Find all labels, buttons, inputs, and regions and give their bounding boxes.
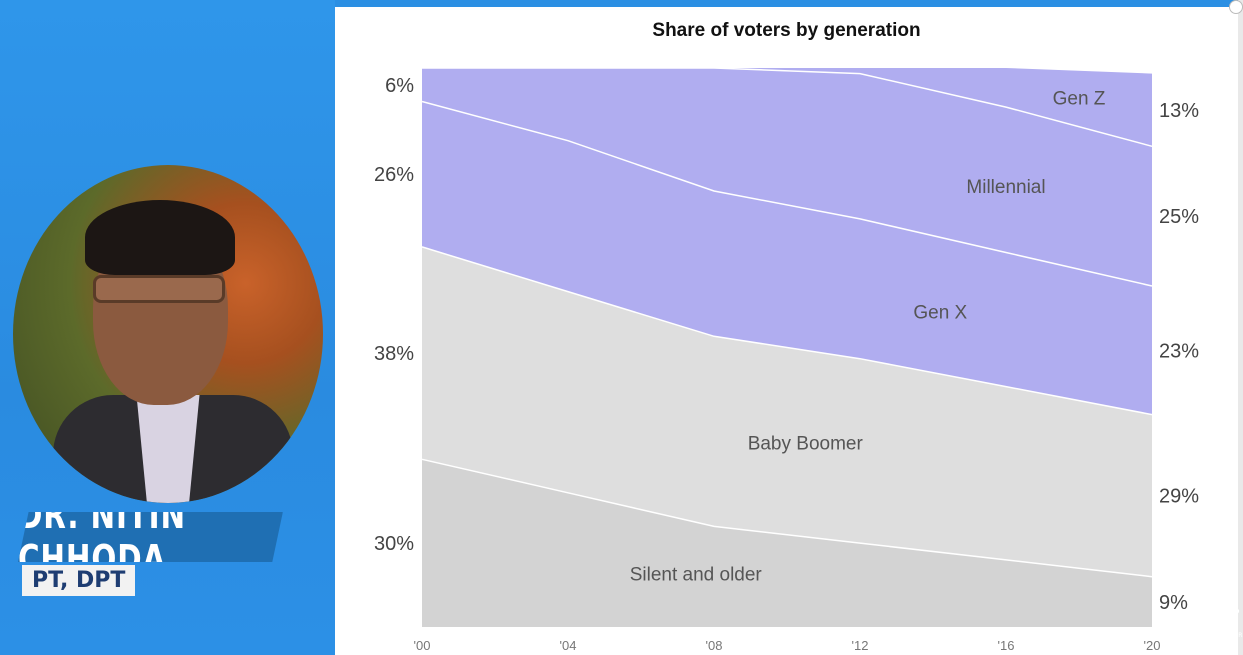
band-gen-x <box>422 101 1152 415</box>
end-percent-label: 25% <box>1159 206 1199 228</box>
end-percent-label: 9% <box>1159 592 1188 614</box>
band-millennial <box>422 68 1152 286</box>
band-label: Gen Z <box>1053 89 1106 110</box>
boundary-line <box>421 458 1153 578</box>
top-strip <box>335 0 1243 7</box>
start-percent-label: 38% <box>374 343 414 365</box>
channel-logo[interactable]: IT <box>1216 607 1240 632</box>
band-gen-z <box>422 68 1152 147</box>
start-percent-label: 30% <box>374 533 414 555</box>
start-percent-label: 26% <box>374 164 414 186</box>
hair-shape <box>85 200 235 275</box>
x-tick-label: '16 <box>998 638 1015 653</box>
boundary-line <box>422 67 1153 148</box>
subscribe-label: SUBSCR <box>1218 632 1243 639</box>
band-baby-boomer <box>422 246 1152 577</box>
right-strip <box>1238 0 1243 655</box>
x-tick-label: '00 <box>414 638 431 653</box>
boundary-line <box>421 100 1153 287</box>
end-percent-label: 29% <box>1159 486 1199 508</box>
band-label: Baby Boomer <box>748 434 864 455</box>
x-tick-label: '04 <box>560 638 577 653</box>
x-tick-label: '08 <box>706 638 723 653</box>
end-percent-label: 23% <box>1159 340 1199 362</box>
end-percent-label: 13% <box>1159 100 1199 122</box>
presenter-credentials: PT, DPT <box>22 565 136 596</box>
chart-title: Share of voters by generation <box>652 20 921 41</box>
start-percent-label: 6% <box>385 75 414 97</box>
presenter-panel: DR. NITIN CHHODA PT, DPT <box>0 0 335 655</box>
band-label: Gen X <box>913 303 967 324</box>
boundary-line <box>421 246 1153 416</box>
band-label: Millennial <box>966 177 1045 198</box>
presenter-photo <box>13 165 323 503</box>
shirt-shape <box>136 395 200 503</box>
x-tick-label: '12 <box>852 638 869 653</box>
band-label: Silent and older <box>630 565 763 586</box>
glasses-shape <box>93 275 225 303</box>
presenter-name: DR. NITIN CHHODA <box>18 512 283 562</box>
x-tick-label: '20 <box>1144 638 1161 653</box>
